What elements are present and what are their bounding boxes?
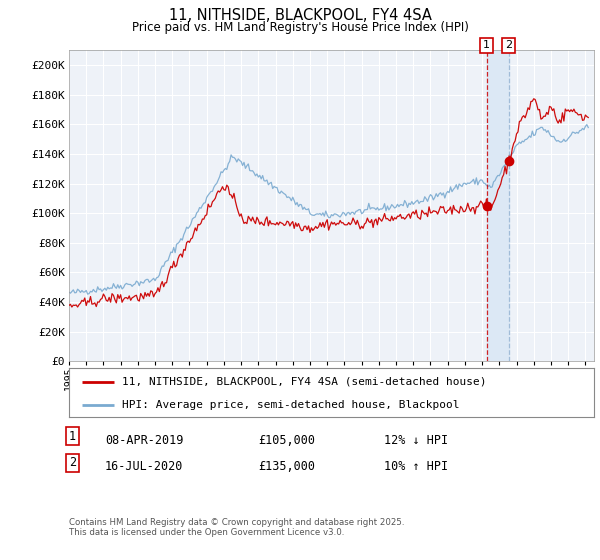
Text: 1: 1 [483, 40, 490, 50]
Text: £105,000: £105,000 [258, 434, 315, 447]
Text: Price paid vs. HM Land Registry's House Price Index (HPI): Price paid vs. HM Land Registry's House … [131, 21, 469, 34]
Text: 1: 1 [69, 430, 76, 442]
Text: 12% ↓ HPI: 12% ↓ HPI [384, 434, 448, 447]
Text: HPI: Average price, semi-detached house, Blackpool: HPI: Average price, semi-detached house,… [121, 400, 459, 410]
Text: £135,000: £135,000 [258, 460, 315, 473]
Text: 11, NITHSIDE, BLACKPOOL, FY4 4SA: 11, NITHSIDE, BLACKPOOL, FY4 4SA [169, 8, 431, 24]
Text: 10% ↑ HPI: 10% ↑ HPI [384, 460, 448, 473]
Text: 2: 2 [505, 40, 512, 50]
Text: 2: 2 [69, 456, 76, 469]
Text: 08-APR-2019: 08-APR-2019 [105, 434, 184, 447]
Text: Contains HM Land Registry data © Crown copyright and database right 2025.
This d: Contains HM Land Registry data © Crown c… [69, 518, 404, 538]
Text: 11, NITHSIDE, BLACKPOOL, FY4 4SA (semi-detached house): 11, NITHSIDE, BLACKPOOL, FY4 4SA (semi-d… [121, 377, 486, 387]
Bar [487, 50, 509, 361]
Text: 16-JUL-2020: 16-JUL-2020 [105, 460, 184, 473]
